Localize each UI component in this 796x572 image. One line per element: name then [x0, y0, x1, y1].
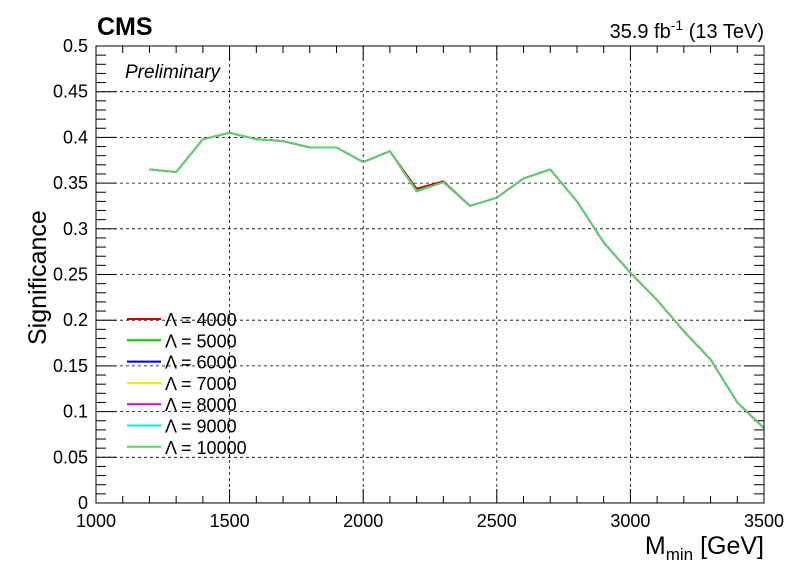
- y-axis-title: Significance: [24, 210, 52, 345]
- x-tick-label: 3000: [610, 511, 650, 531]
- y-tick-label: 0.05: [53, 447, 88, 467]
- legend-label: Λ = 5000: [165, 331, 237, 351]
- x-axis-gap: [693, 532, 700, 560]
- x-tick-labels: 1000 1500 2000 2500 3000 3500: [76, 511, 784, 531]
- x-tick-label: 1500: [210, 511, 250, 531]
- y-tick-label: 0.3: [63, 219, 88, 239]
- x-tick-label: 3500: [744, 511, 784, 531]
- lumi-exponent: -1: [671, 17, 684, 33]
- legend-label: Λ = 6000: [165, 353, 237, 373]
- y-tick-label: 0: [78, 493, 88, 513]
- x-axis-title: Mmin [GeV]: [645, 532, 764, 564]
- series-line: [149, 131, 765, 429]
- legend-label: Λ = 9000: [165, 417, 237, 437]
- y-tick-label: 0.25: [53, 265, 88, 285]
- legend-label: Λ = 10000: [165, 438, 247, 458]
- y-tick-labels: 0 0.05 0.1 0.15 0.2 0.25 0.3 0.35 0.4 0.45 0.5: [53, 36, 88, 513]
- y-tick-label: 0.15: [53, 356, 88, 376]
- energy-label: (13 TeV): [689, 21, 764, 43]
- axis-ticks: [95, 45, 765, 504]
- y-tick-label: 0.35: [53, 173, 88, 193]
- y-tick-label: 0.5: [63, 36, 88, 56]
- x-axis-main: M: [645, 532, 666, 560]
- legend-label: Λ = 8000: [165, 395, 237, 415]
- status-label: Preliminary: [125, 62, 222, 83]
- x-tick-label: 1000: [76, 511, 116, 531]
- x-axis-unit: [GeV]: [700, 532, 764, 560]
- y-tick-label: 0.45: [53, 82, 88, 102]
- experiment-label: CMS: [97, 13, 153, 41]
- plot-frame: [95, 45, 765, 504]
- x-tick-label: 2000: [343, 511, 383, 531]
- lumi-value: 35.9 fb: [610, 21, 671, 43]
- x-tick-label: 2500: [477, 511, 517, 531]
- grid: [96, 46, 764, 503]
- y-tick-label: 0.1: [63, 402, 88, 422]
- y-tick-label: 0.2: [63, 310, 88, 330]
- y-tick-label: 0.4: [63, 127, 88, 147]
- legend-label: Λ = 7000: [165, 374, 237, 394]
- legend-label: Λ = 4000: [165, 310, 237, 330]
- x-axis-sub: min: [666, 545, 693, 564]
- series-lines: [149, 131, 765, 429]
- luminosity-label: 35.9 fb-1 (13 TeV): [610, 17, 764, 43]
